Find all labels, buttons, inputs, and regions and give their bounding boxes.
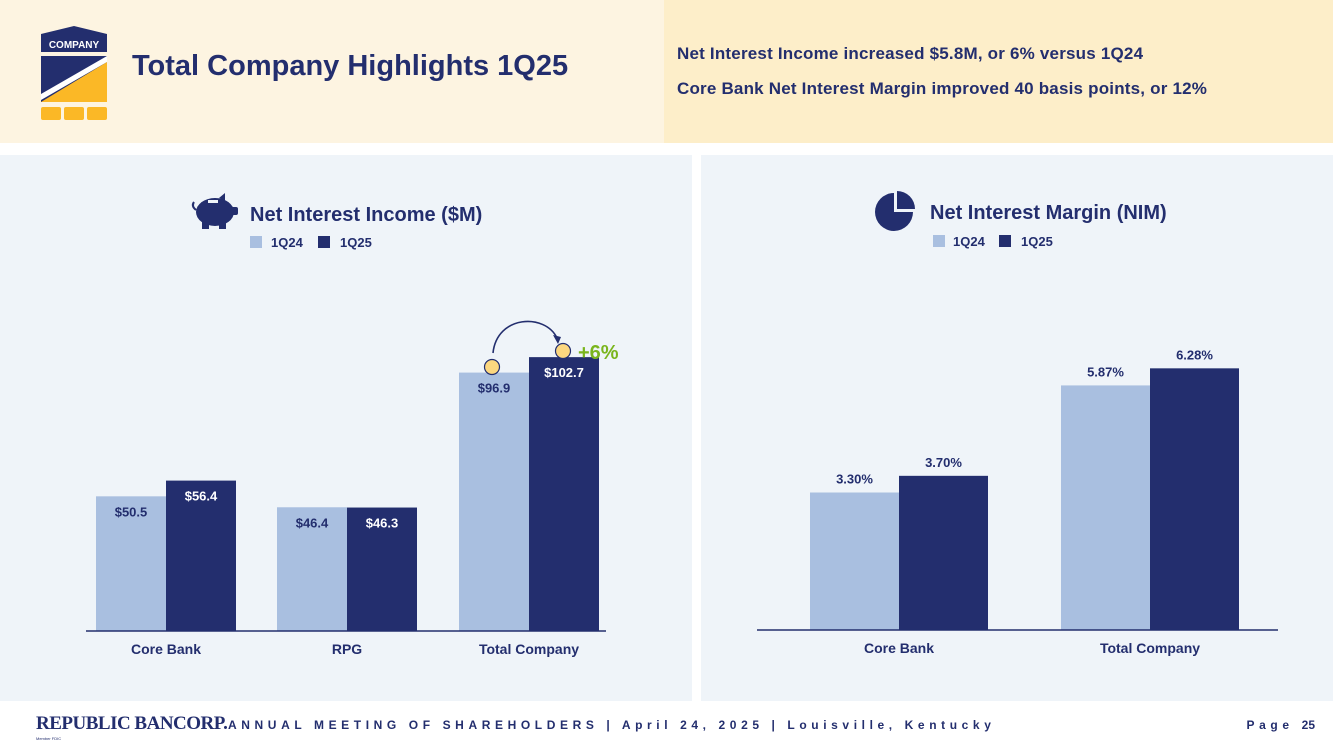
legend-label-1q24: 1Q24 — [271, 235, 304, 250]
company-logo: COMPANY — [41, 26, 107, 120]
nii-chart-panel: Net Interest Income ($M) 1Q24 1Q25 $50.5… — [0, 155, 692, 701]
bar-rpg-1q25 — [347, 507, 417, 631]
bar-core-bank-1q24 — [810, 492, 899, 630]
bar-core-bank-1q25-value-label: 3.70% — [925, 455, 962, 470]
coin-icon — [554, 342, 572, 360]
legend-label-1q25: 1Q25 — [1021, 234, 1053, 249]
nii-chart: Net Interest Income ($M) 1Q24 1Q25 $50.5… — [86, 193, 619, 657]
bar-core-bank-1q24-value-label: $50.5 — [115, 504, 148, 519]
legend-label-1q25: 1Q25 — [340, 235, 372, 250]
page-title: Total Company Highlights 1Q25 — [132, 50, 569, 82]
bar-total-company-1q25-value-label: $102.7 — [544, 365, 584, 380]
legend-swatch-1q24 — [933, 235, 945, 247]
category-label-core-bank: Core Bank — [131, 641, 201, 657]
brand-subtext: Member FDIC — [36, 736, 62, 741]
coin-icon — [483, 358, 501, 376]
nim-chart: Net Interest Margin (NIM) 1Q24 1Q25 3.30… — [757, 191, 1278, 656]
page-number: 25 — [1301, 718, 1315, 732]
category-label-core-bank: Core Bank — [864, 640, 934, 656]
category-label-total-company: Total Company — [479, 641, 579, 657]
category-label-rpg: RPG — [332, 641, 362, 657]
bar-core-bank-1q25-value-label: $56.4 — [185, 489, 218, 504]
bar-total-company-1q25 — [529, 357, 599, 631]
curved-arrow-icon — [492, 320, 558, 354]
bar-core-bank-1q25 — [166, 480, 236, 631]
bar-total-company-1q25-value-label: 6.28% — [1176, 347, 1213, 362]
bar-total-company-1q25 — [1150, 368, 1239, 630]
page-indicator: Page 25 — [1247, 718, 1315, 732]
legend-swatch-1q25 — [318, 236, 330, 248]
legend-swatch-1q25 — [999, 235, 1011, 247]
growth-arrow-annotation: +6% — [483, 320, 619, 376]
legend-label-1q24: 1Q24 — [953, 234, 986, 249]
bar-total-company-1q24 — [459, 372, 529, 631]
header-left-band: COMPANY Total Company Highlights 1Q25 — [0, 0, 664, 143]
piggy-bank-icon — [191, 193, 238, 229]
bar-total-company-1q24 — [1061, 385, 1150, 630]
meeting-info: ANNUAL MEETING OF SHAREHOLDERS | April 2… — [228, 718, 996, 732]
logo-text: COMPANY — [49, 40, 100, 51]
nii-chart-title: Net Interest Income ($M) — [250, 204, 482, 226]
footer: REPUBLIC BANCORP. Member FDIC ANNUAL MEE… — [0, 705, 1333, 749]
page-label: Page — [1246, 718, 1294, 732]
bar-rpg-1q24 — [277, 507, 347, 631]
bar-core-bank-1q25 — [899, 475, 988, 630]
legend-swatch-1q24 — [250, 236, 262, 248]
highlight-nim: Core Bank Net Interest Margin improved 4… — [677, 79, 1208, 98]
brand-logo: REPUBLIC BANCORP. — [36, 713, 228, 734]
nim-chart-title: Net Interest Margin (NIM) — [930, 202, 1167, 224]
growth-percent-label: +6% — [578, 342, 619, 364]
bar-core-bank-1q24 — [96, 496, 166, 631]
header-right-band — [664, 0, 1333, 143]
bar-core-bank-1q24-value-label: 3.30% — [836, 472, 873, 487]
pie-chart-icon — [875, 191, 915, 231]
bar-rpg-1q25-value-label: $46.3 — [366, 516, 399, 531]
bar-rpg-1q24-value-label: $46.4 — [296, 515, 329, 530]
category-label-total-company: Total Company — [1100, 640, 1200, 656]
bar-total-company-1q24-value-label: 5.87% — [1087, 364, 1124, 379]
nim-chart-panel: Net Interest Margin (NIM) 1Q24 1Q25 3.30… — [701, 155, 1333, 701]
bar-total-company-1q24-value-label: $96.9 — [478, 381, 511, 396]
highlight-nii: Net Interest Income increased $5.8M, or … — [677, 44, 1144, 63]
